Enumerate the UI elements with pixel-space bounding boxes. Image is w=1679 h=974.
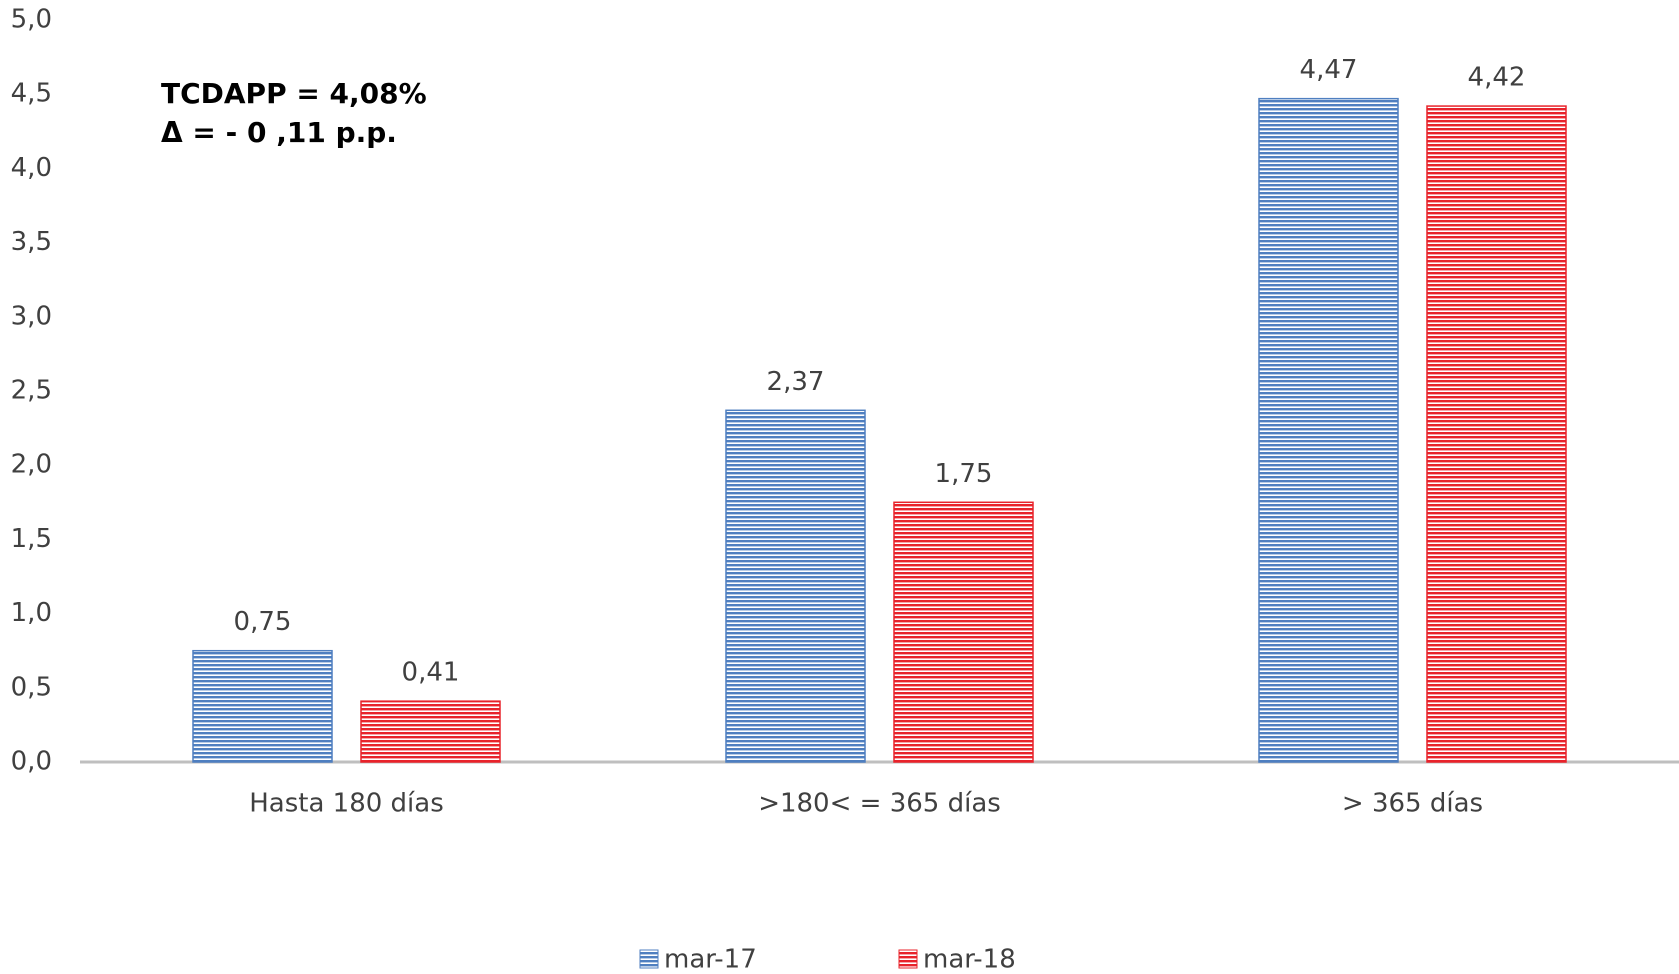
legend-swatch [898, 949, 918, 969]
x-tick-label: > 365 días [1342, 789, 1483, 819]
y-tick-label: 3,0 [11, 301, 52, 331]
x-tick-label: >180< = 365 días [758, 789, 1001, 819]
legend-label: mar-18 [923, 945, 1016, 974]
y-tick-label: 2,0 [11, 450, 52, 480]
y-tick-label: 4,0 [11, 153, 52, 183]
bar [192, 649, 333, 763]
y-tick-label: 3,5 [11, 227, 52, 257]
data-label: 1,75 [935, 459, 993, 489]
bar [893, 501, 1034, 763]
y-tick-label: 5,0 [11, 5, 52, 35]
data-label: 4,47 [1300, 55, 1358, 85]
y-tick-label: 2,5 [11, 376, 52, 406]
y-tick-label: 0,5 [11, 672, 52, 702]
data-label: 4,42 [1468, 63, 1526, 93]
y-tick-label: 0,0 [11, 747, 52, 777]
y-tick-label: 4,5 [11, 79, 52, 109]
legend-swatch [639, 949, 659, 969]
data-label: 0,75 [234, 607, 292, 637]
data-label: 0,41 [402, 658, 460, 688]
bar [725, 409, 866, 763]
data-label: 2,37 [767, 367, 825, 397]
y-tick-label: 1,0 [11, 598, 52, 628]
legend-label: mar-17 [664, 945, 757, 974]
bar [360, 700, 501, 763]
bar [1426, 105, 1567, 763]
x-tick-label: Hasta 180 días [249, 789, 444, 819]
annotation: Δ = - 0 ,11 p.p. [161, 116, 397, 149]
annotation: TCDAPP = 4,08% [161, 77, 427, 110]
bar [1258, 97, 1399, 763]
y-tick-label: 1,5 [11, 524, 52, 554]
